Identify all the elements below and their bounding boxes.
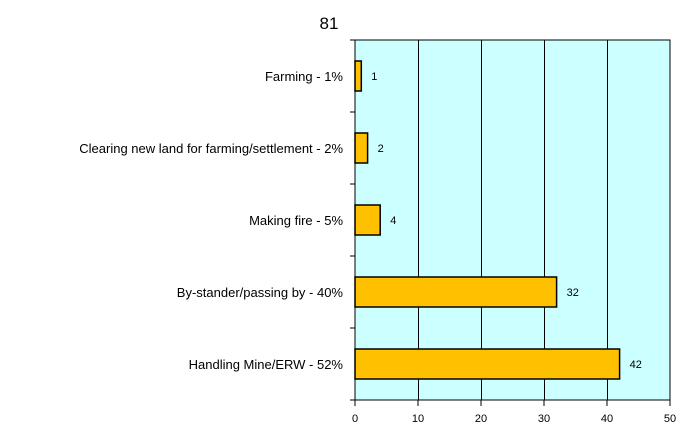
data-label: 1 <box>371 71 377 83</box>
category-label: Clearing new land for farming/settlement… <box>79 141 343 156</box>
x-axis-ticks: 0 10 20 30 40 50 <box>352 400 676 425</box>
bar <box>354 132 369 164</box>
x-tick-label: 40 <box>601 413 613 425</box>
x-tick-label: 10 <box>412 413 424 425</box>
x-tick-label: 50 <box>664 413 676 425</box>
plot-area <box>354 39 671 401</box>
data-labels: 1 2 4 32 42 <box>371 71 642 371</box>
bars <box>354 60 621 380</box>
data-label: 4 <box>390 215 396 227</box>
bar <box>354 348 621 380</box>
data-label: 42 <box>630 359 642 371</box>
category-labels: Farming - 1% Clearing new land for farmin… <box>79 69 343 372</box>
category-label: By-stander/passing by - 40% <box>177 285 344 300</box>
gridlines <box>418 40 608 400</box>
x-tick-label: 0 <box>352 413 358 425</box>
category-label: Making fire - 5% <box>249 213 343 228</box>
category-label: Farming - 1% <box>265 69 343 84</box>
x-tick-label: 30 <box>538 413 550 425</box>
axes <box>350 39 670 406</box>
data-label: 2 <box>378 143 384 155</box>
x-tick-label: 20 <box>475 413 487 425</box>
category-label: Handling Mine/ERW - 52% <box>189 357 344 372</box>
chart-title: 81 <box>320 14 339 33</box>
bar <box>354 204 381 236</box>
bar <box>354 60 363 92</box>
bar <box>354 276 558 308</box>
data-label: 32 <box>567 287 579 299</box>
